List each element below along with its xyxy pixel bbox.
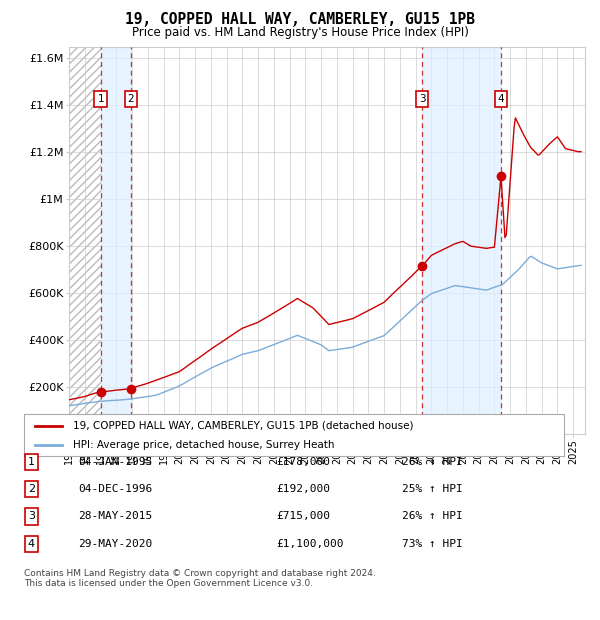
Text: 25% ↑ HPI: 25% ↑ HPI — [402, 484, 463, 494]
Bar — [101, 46, 131, 434]
Text: 04-JAN-1995: 04-JAN-1995 — [78, 457, 152, 467]
Text: 2: 2 — [28, 484, 35, 494]
Text: 04-DEC-1996: 04-DEC-1996 — [78, 484, 152, 494]
Text: 26% ↑ HPI: 26% ↑ HPI — [402, 512, 463, 521]
Text: 3: 3 — [419, 94, 425, 104]
Text: £192,000: £192,000 — [276, 484, 330, 494]
Text: 3: 3 — [28, 512, 35, 521]
Text: £715,000: £715,000 — [276, 512, 330, 521]
Text: 1: 1 — [28, 457, 35, 467]
Text: 29-MAY-2020: 29-MAY-2020 — [78, 539, 152, 549]
Text: 4: 4 — [498, 94, 505, 104]
Text: HPI: Average price, detached house, Surrey Heath: HPI: Average price, detached house, Surr… — [73, 440, 334, 450]
Text: 19, COPPED HALL WAY, CAMBERLEY, GU15 1PB: 19, COPPED HALL WAY, CAMBERLEY, GU15 1PB — [125, 12, 475, 27]
Text: 2: 2 — [127, 94, 134, 104]
Text: £1,100,000: £1,100,000 — [276, 539, 343, 549]
Text: Price paid vs. HM Land Registry's House Price Index (HPI): Price paid vs. HM Land Registry's House … — [131, 26, 469, 39]
Text: 4: 4 — [28, 539, 35, 549]
Text: 73% ↑ HPI: 73% ↑ HPI — [402, 539, 463, 549]
Text: 19, COPPED HALL WAY, CAMBERLEY, GU15 1PB (detached house): 19, COPPED HALL WAY, CAMBERLEY, GU15 1PB… — [73, 421, 413, 431]
Text: £178,000: £178,000 — [276, 457, 330, 467]
Bar — [422, 46, 501, 434]
Text: 28-MAY-2015: 28-MAY-2015 — [78, 512, 152, 521]
Text: Contains HM Land Registry data © Crown copyright and database right 2024.: Contains HM Land Registry data © Crown c… — [24, 569, 376, 578]
Text: 1: 1 — [97, 94, 104, 104]
Text: 26% ↑ HPI: 26% ↑ HPI — [402, 457, 463, 467]
Text: This data is licensed under the Open Government Licence v3.0.: This data is licensed under the Open Gov… — [24, 578, 313, 588]
Bar — [69, 46, 101, 434]
